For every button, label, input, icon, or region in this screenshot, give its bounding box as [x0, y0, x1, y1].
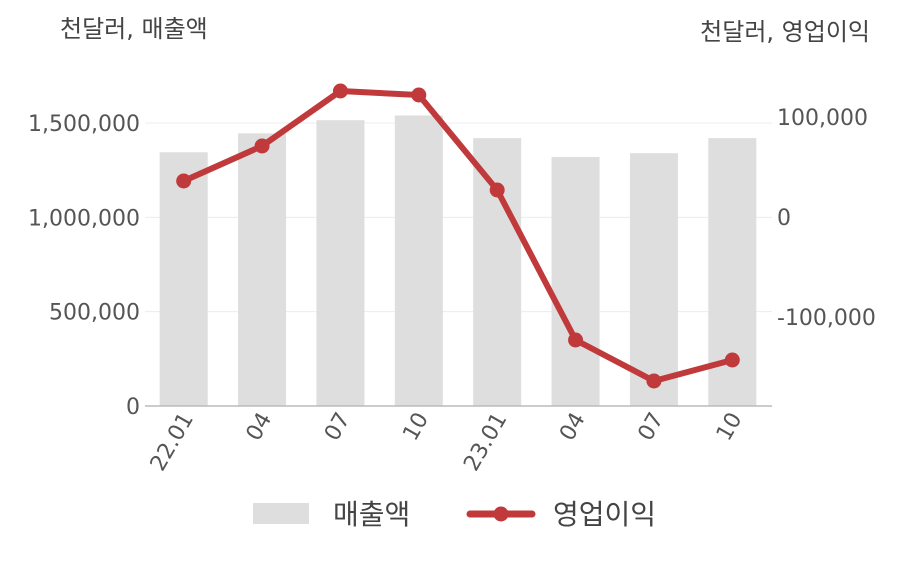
left-tick-label-3: 1,500,000: [28, 112, 140, 137]
x-tick-label-6: 07: [633, 409, 669, 446]
left-tick-label-0: 0: [126, 395, 140, 420]
bar-4: [473, 138, 522, 407]
line-point-3: [411, 87, 427, 103]
legend-swatch-bar: [253, 503, 309, 524]
legend-swatch-marker: [493, 506, 509, 522]
right-tick-label-1: 0: [777, 206, 791, 231]
right-tick-label-0: -100,000: [777, 306, 876, 331]
line-point-6: [646, 373, 662, 389]
right-ticks: -100,000 0 100,000: [777, 106, 876, 331]
x-tick-label-0: 22.01: [146, 409, 199, 476]
left-ticks: 0 500,000 1,000,000 1,500,000: [28, 112, 140, 420]
x-tick-label-7: 10: [712, 409, 748, 446]
bar-3: [394, 115, 443, 406]
x-tick-label-5: 04: [555, 409, 591, 446]
line-point-1: [254, 138, 270, 154]
x-tick-label-1: 04: [242, 409, 278, 446]
left-axis-unit: 천달러, 매출액: [60, 15, 208, 43]
line-point-4: [489, 182, 505, 198]
line-point-7: [724, 352, 740, 368]
bar-1: [238, 133, 287, 407]
bar-0: [159, 152, 208, 406]
line-point-5: [568, 332, 584, 348]
line-series: [176, 83, 740, 389]
legend-label-line: 영업이익: [553, 498, 656, 531]
left-tick-label-2: 1,000,000: [28, 206, 140, 231]
operating-profit-line: [180, 88, 736, 384]
left-tick-label-1: 500,000: [49, 301, 140, 326]
bar-6: [629, 153, 678, 406]
legend-label-bar: 매출액: [333, 498, 410, 531]
bar-5: [551, 156, 600, 406]
legend: 매출액 영업이익: [253, 498, 656, 531]
right-tick-label-2: 100,000: [777, 106, 868, 131]
bar-2: [316, 120, 365, 407]
x-tick-label-3: 10: [398, 409, 434, 446]
x-tick-label-2: 07: [320, 409, 356, 446]
x-ticks: 22.01 04 07 10 23.01 04 07 10: [146, 409, 748, 476]
line-point-0: [176, 173, 192, 189]
right-axis-unit: 천달러, 영업이익: [700, 18, 870, 46]
bars: [159, 115, 757, 407]
line-point-2: [332, 83, 348, 99]
x-tick-label-4: 23.01: [459, 409, 512, 476]
